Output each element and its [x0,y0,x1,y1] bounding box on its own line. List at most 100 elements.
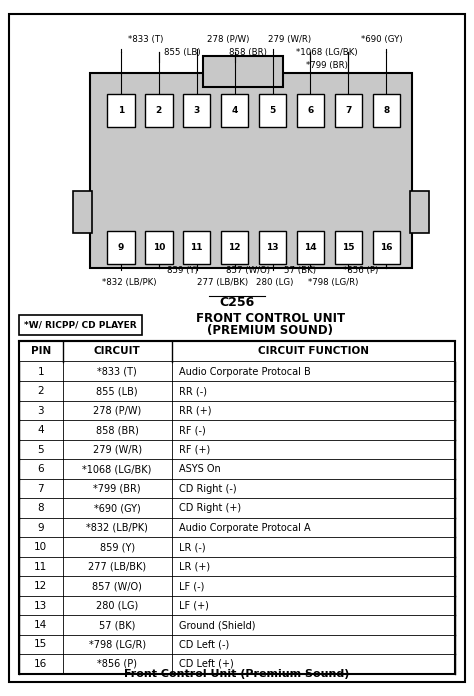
Text: 9: 9 [118,244,124,252]
Text: 8: 8 [383,106,390,115]
Text: 57 (BK): 57 (BK) [284,266,317,275]
Text: 859 (Y): 859 (Y) [100,542,135,552]
Text: 280 (LG): 280 (LG) [96,601,138,610]
Bar [183,94,210,127]
Text: LR (+): LR (+) [179,562,210,571]
Text: 858 (BR): 858 (BR) [229,48,267,57]
Text: Audio Corporate Protocal A: Audio Corporate Protocal A [179,523,310,532]
Text: 855 (LB): 855 (LB) [96,386,138,396]
Bar [221,231,248,264]
Text: 278 (P/W): 278 (P/W) [93,406,141,416]
Text: CD Right (-): CD Right (-) [179,484,237,493]
Text: *833 (T): *833 (T) [128,35,164,44]
Text: Front Control Unit (Premium Sound): Front Control Unit (Premium Sound) [124,669,350,679]
Text: RF (-): RF (-) [179,425,205,435]
Text: 2: 2 [155,106,162,115]
Bar [19,498,455,518]
Text: *690 (GY): *690 (GY) [94,503,140,513]
Bar [259,231,286,264]
Text: *1068 (LG/BK): *1068 (LG/BK) [82,464,152,474]
Text: CD Left (-): CD Left (-) [179,640,229,649]
Text: 15: 15 [34,640,47,649]
Text: 8: 8 [37,503,44,513]
Bar [297,94,324,127]
Text: 4: 4 [231,106,238,115]
Bar [221,94,248,127]
Text: FRONT CONTROL UNIT: FRONT CONTROL UNIT [196,312,345,325]
Text: CD Right (+): CD Right (+) [179,503,241,513]
Text: LF (+): LF (+) [179,601,209,610]
Text: 57 (BK): 57 (BK) [99,620,135,630]
Text: 10: 10 [153,244,165,252]
Text: 13: 13 [266,244,279,252]
Bar [203,56,283,87]
Bar [19,557,455,576]
Text: *799 (BR): *799 (BR) [93,484,141,493]
Text: 7: 7 [37,484,44,493]
Text: 3: 3 [193,106,200,115]
Text: 14: 14 [304,244,317,252]
Text: LF (-): LF (-) [179,581,204,591]
Bar [19,537,455,557]
Text: PIN: PIN [31,347,51,356]
Bar [19,459,455,479]
Bar [373,94,400,127]
Text: 2: 2 [37,386,44,396]
Text: ASYS On: ASYS On [179,464,220,474]
Text: 13: 13 [34,601,47,610]
Bar [297,231,324,264]
Text: RR (-): RR (-) [179,386,207,396]
Bar [19,635,455,654]
Text: *833 (T): *833 (T) [97,367,137,377]
Text: 16: 16 [380,244,392,252]
Text: 6: 6 [307,106,314,115]
Bar [19,654,455,674]
Text: 10: 10 [34,542,47,552]
Text: CIRCUIT FUNCTION: CIRCUIT FUNCTION [258,347,369,356]
Text: 9: 9 [37,523,44,532]
Text: *832 (LB/PK): *832 (LB/PK) [86,523,148,532]
Text: 11: 11 [34,562,47,571]
Text: *856 (P): *856 (P) [97,659,137,669]
Bar [19,362,455,381]
Text: 6: 6 [37,464,44,474]
Text: 857 (W/O): 857 (W/O) [226,266,270,275]
Text: 1: 1 [37,367,44,377]
Bar [19,518,455,537]
Bar [107,231,135,264]
Text: 16: 16 [34,659,47,669]
Text: 3: 3 [37,406,44,416]
Text: 855 (LB): 855 (LB) [164,48,200,57]
Text: 11: 11 [191,244,203,252]
Text: *W/ RICPP/ CD PLAYER: *W/ RICPP/ CD PLAYER [24,321,137,329]
Text: CD Left (+): CD Left (+) [179,659,234,669]
Bar [335,231,362,264]
Text: LR (-): LR (-) [179,542,205,552]
Bar [145,231,173,264]
Text: 15: 15 [342,244,355,252]
Bar [19,440,455,459]
Text: 5: 5 [37,445,44,454]
Text: 280 (LG): 280 (LG) [256,278,293,287]
Bar [19,401,455,420]
Bar [19,341,455,362]
Text: 858 (BR): 858 (BR) [96,425,138,435]
Bar [19,596,455,615]
Bar [19,315,142,335]
Bar [19,341,455,674]
Text: *832 (LB/PK): *832 (LB/PK) [102,278,156,287]
Text: 277 (LB/BK): 277 (LB/BK) [197,278,248,287]
Text: RF (+): RF (+) [179,445,210,454]
Text: C256: C256 [219,296,255,309]
Bar [19,420,455,440]
Text: *799 (BR): *799 (BR) [306,61,347,70]
Bar [335,94,362,127]
Text: 12: 12 [34,581,47,591]
Text: 7: 7 [345,106,352,115]
Text: CIRCUIT: CIRCUIT [94,347,140,356]
Bar [19,479,455,498]
Text: *856 (P): *856 (P) [343,266,378,275]
Bar [410,191,429,233]
Text: 12: 12 [228,244,241,252]
Bar [19,615,455,635]
